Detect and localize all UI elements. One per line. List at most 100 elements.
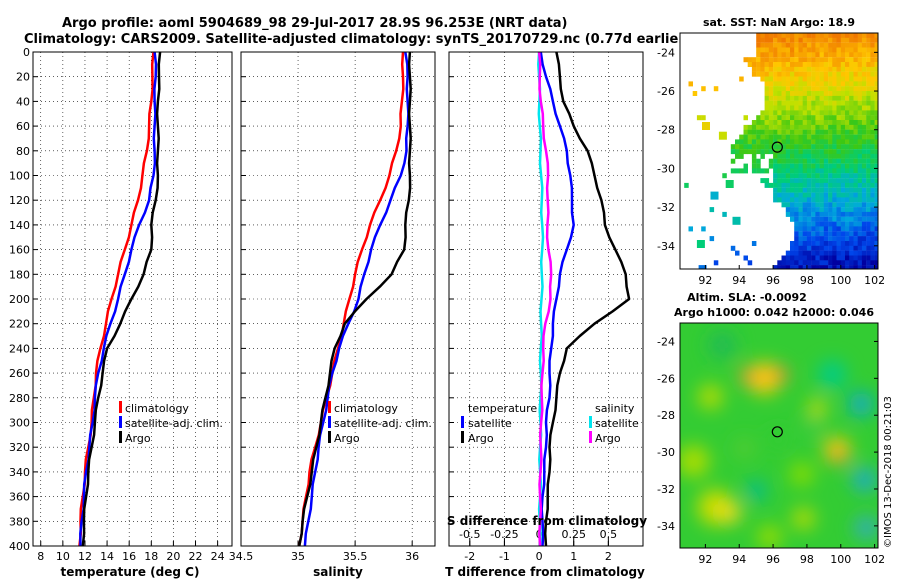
sst-cell bbox=[798, 139, 803, 145]
sst-cell bbox=[849, 202, 854, 208]
sst-cell bbox=[794, 37, 799, 43]
sst-cell bbox=[836, 129, 841, 135]
sst-cell bbox=[790, 76, 795, 82]
sst-cell bbox=[823, 207, 829, 213]
sst-cell bbox=[828, 110, 833, 116]
sst-cell bbox=[764, 105, 770, 111]
sst-cell bbox=[857, 100, 863, 106]
series-line-argo bbox=[81, 51, 162, 547]
sst-cell bbox=[806, 57, 812, 63]
sst-cell bbox=[836, 57, 841, 63]
sst-cell bbox=[836, 178, 841, 184]
sst-cell bbox=[861, 178, 867, 184]
sst-cell bbox=[811, 158, 816, 164]
sst-cell bbox=[832, 115, 837, 121]
sst-cell bbox=[866, 192, 871, 198]
sst-cell bbox=[849, 76, 854, 82]
sst-cell bbox=[819, 76, 825, 82]
sst-cell bbox=[832, 163, 837, 169]
sst-cell bbox=[798, 211, 803, 217]
sst-cell bbox=[756, 66, 761, 72]
sst-cell bbox=[815, 71, 820, 77]
sst-cell bbox=[773, 134, 778, 140]
sst-cell bbox=[870, 144, 875, 150]
sst-cell bbox=[866, 47, 871, 53]
legend-swatch-satellite bbox=[119, 416, 122, 428]
sst-cell bbox=[840, 245, 846, 251]
sst-cell bbox=[870, 265, 875, 269]
y-tick-label: -34 bbox=[657, 240, 675, 253]
sst-cell bbox=[785, 129, 791, 135]
sst-cell bbox=[751, 144, 757, 150]
sst-cell bbox=[857, 178, 863, 184]
sst-cell bbox=[857, 250, 863, 256]
sst-cell bbox=[806, 245, 812, 251]
sst-cell bbox=[857, 149, 863, 155]
sst-cell bbox=[798, 226, 803, 232]
sst-cell bbox=[790, 250, 795, 256]
sla-map-ticks: 92 94 96 98 100 102 -24 -26 -28 -30 -32 -34 bbox=[657, 335, 885, 566]
sst-cell bbox=[853, 129, 858, 135]
sst-cell bbox=[764, 37, 770, 43]
sst-cell bbox=[806, 62, 812, 67]
sst-cell bbox=[849, 226, 854, 232]
sla-patch bbox=[849, 392, 874, 417]
sst-cell bbox=[760, 178, 765, 184]
sst-cell bbox=[773, 182, 778, 188]
sst-cell bbox=[861, 57, 867, 63]
sst-cell bbox=[857, 134, 863, 140]
sst-cell bbox=[815, 42, 820, 48]
sst-cell bbox=[806, 255, 812, 261]
sst-cell bbox=[845, 187, 850, 193]
sst-cell bbox=[819, 231, 825, 237]
sst-cell bbox=[840, 158, 846, 164]
sst-cell bbox=[836, 81, 841, 87]
y-tick-label: 100 bbox=[9, 170, 30, 183]
sst-cell bbox=[692, 91, 698, 96]
sst-cell bbox=[845, 173, 850, 179]
sst-cell bbox=[806, 168, 812, 174]
sst-cell bbox=[790, 115, 795, 121]
sst-cell bbox=[781, 100, 786, 106]
sst-cell bbox=[861, 149, 867, 155]
sst-cell bbox=[861, 115, 867, 121]
sst-cell bbox=[832, 226, 837, 232]
sst-cell bbox=[785, 207, 791, 213]
sst-cell bbox=[768, 81, 774, 87]
sst-cell bbox=[811, 221, 816, 227]
sst-cell bbox=[866, 211, 871, 217]
x-tick-label: 92 bbox=[698, 553, 712, 566]
sst-cell bbox=[861, 47, 867, 53]
sst-cell bbox=[828, 52, 833, 58]
sst-cell bbox=[756, 124, 761, 130]
sst-cell bbox=[798, 158, 803, 164]
sst-cell bbox=[802, 245, 808, 251]
sst-cell bbox=[785, 173, 791, 179]
sst-cell bbox=[874, 260, 878, 266]
sst-cell bbox=[819, 115, 825, 121]
sst-cell bbox=[866, 149, 871, 155]
legend-label: satellite bbox=[595, 417, 639, 430]
sst-cell bbox=[819, 216, 825, 222]
sst-cell bbox=[785, 168, 791, 174]
sst-cell bbox=[840, 178, 846, 184]
sst-cell bbox=[811, 182, 816, 188]
sst-cell bbox=[866, 95, 871, 101]
sst-cell bbox=[811, 120, 816, 125]
sst-cell bbox=[840, 71, 846, 77]
sst-cell bbox=[870, 110, 875, 116]
sst-cell bbox=[828, 37, 833, 43]
sst-cell bbox=[853, 134, 858, 140]
sst-cell bbox=[710, 191, 719, 200]
sst-cell bbox=[849, 250, 854, 256]
sst-cell bbox=[832, 120, 837, 125]
sst-cell bbox=[870, 105, 875, 111]
sst-cell bbox=[773, 168, 778, 174]
y-tick-label: 260 bbox=[9, 367, 30, 380]
sst-cell bbox=[815, 120, 820, 125]
sst-cell bbox=[794, 245, 799, 251]
sst-cell bbox=[777, 168, 782, 174]
sst-cell bbox=[768, 120, 774, 125]
sst-cell bbox=[861, 95, 867, 101]
sst-cell bbox=[811, 129, 816, 135]
